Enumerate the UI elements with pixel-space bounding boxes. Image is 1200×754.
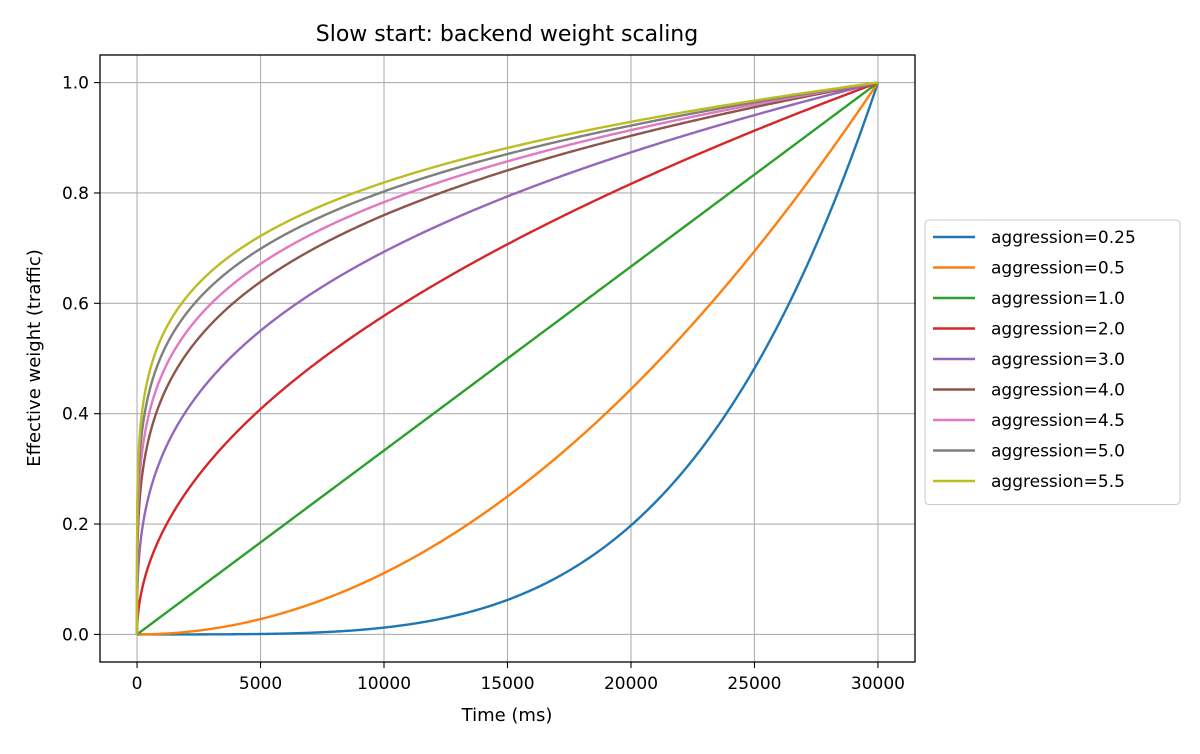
legend-entry-5: aggression=4.0 (991, 381, 1125, 401)
legend-box (924, 219, 1181, 506)
x-tick-label: 15000 (480, 674, 534, 694)
legend: aggression=0.25 aggression=0.5 aggression=… (924, 219, 1181, 506)
y-tick-label: 1.0 (62, 74, 89, 94)
x-tick-label: 0 (132, 674, 143, 694)
x-tick-label: 10000 (357, 674, 411, 694)
legend-entry-0: aggression=0.25 (991, 228, 1136, 248)
axis-ticks: 0 5000 10000 15000 20000 25000 30000 0.0 0.2 0.4 0… (62, 74, 905, 694)
legend-entry-8: aggression=5.5 (991, 472, 1125, 492)
series-line-5 (135, 81, 879, 635)
x-tick-label: 5000 (239, 674, 282, 694)
y-tick-label: 0.0 (62, 625, 89, 645)
chart-title: Slow start: backend weight scaling (316, 22, 698, 47)
series-line-1 (135, 81, 879, 636)
legend-entry-7: aggression=5.0 (991, 442, 1125, 462)
series-line-6 (135, 81, 879, 635)
x-tick-label: 30000 (851, 674, 905, 694)
legend-entry-1: aggression=0.5 (991, 259, 1125, 279)
legend-entry-6: aggression=4.5 (991, 411, 1125, 431)
x-tick-label: 25000 (727, 674, 781, 694)
series-line-3 (135, 81, 879, 636)
legend-entry-4: aggression=3.0 (991, 350, 1125, 370)
y-tick-label: 0.4 (62, 405, 89, 425)
x-axis-label: Time (ms) (461, 705, 553, 726)
x-tick-label: 20000 (604, 674, 658, 694)
series-line-2 (135, 81, 879, 636)
y-tick-label: 0.2 (62, 515, 89, 535)
series-line-8 (135, 81, 879, 635)
y-tick-label: 0.6 (62, 294, 89, 314)
series-line-7 (135, 81, 879, 635)
y-tick-label: 0.8 (62, 184, 89, 204)
y-axis-label: Effective weight (traffic) (24, 249, 45, 467)
series-line-4 (135, 81, 879, 635)
series-lines (135, 81, 880, 636)
legend-entry-2: aggression=1.0 (991, 289, 1125, 309)
legend-entry-3: aggression=2.0 (991, 320, 1125, 340)
